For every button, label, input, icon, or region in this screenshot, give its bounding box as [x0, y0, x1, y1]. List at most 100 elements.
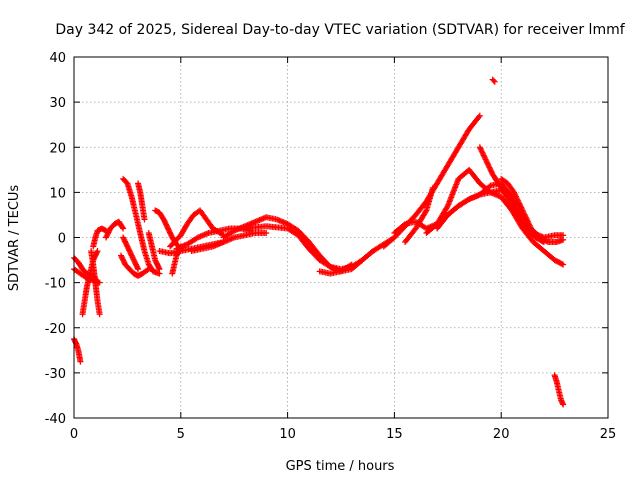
data-point [522, 214, 529, 221]
data-point [512, 193, 519, 200]
series-arc-28 [498, 175, 567, 246]
data-point [476, 112, 483, 119]
series-arc-8 [120, 234, 142, 273]
data-point [263, 229, 270, 236]
data-point [483, 159, 490, 166]
data-point [488, 168, 495, 175]
data-point [144, 266, 151, 273]
data-point [478, 146, 485, 153]
data-point [347, 262, 354, 269]
x-axis-title: GPS time / hours [286, 459, 395, 474]
data-point [512, 192, 519, 199]
y-tick-label: -30 [45, 367, 66, 382]
data-point [520, 210, 527, 217]
data-point [516, 201, 523, 208]
data-point [145, 266, 152, 273]
data-point [486, 164, 493, 171]
data-point [487, 165, 494, 172]
y-tick-label: 40 [49, 51, 66, 66]
data-point [481, 153, 488, 160]
axis-ticks: 0 5 10 15 20 25 -40 -30 -20 -10 0 10 20 30 40 [45, 51, 617, 442]
data-point [490, 77, 497, 84]
data-point [96, 311, 103, 318]
data-point [77, 358, 84, 365]
data-point [475, 113, 482, 120]
data-point [519, 207, 526, 214]
data-point [558, 260, 565, 267]
data-point [348, 261, 355, 268]
data-point [485, 163, 492, 170]
data-point [518, 204, 525, 211]
series-arc-29 [489, 76, 498, 85]
data-point [370, 248, 377, 255]
data-point [523, 215, 530, 222]
series-arc-11 [135, 180, 148, 223]
data-point [478, 148, 485, 155]
data-point [514, 196, 521, 203]
data-point [94, 248, 101, 255]
y-tick-label: -10 [45, 277, 66, 292]
data-point [513, 194, 520, 201]
data-point [526, 222, 533, 229]
x-tick-label: 10 [279, 427, 296, 442]
y-tick-label: 0 [58, 232, 66, 247]
data-point [514, 197, 521, 204]
data-point [120, 225, 127, 232]
data-point [543, 238, 550, 245]
data-point [479, 149, 486, 156]
data-point [484, 160, 491, 167]
data-point [560, 261, 567, 268]
data-point [560, 236, 567, 243]
data-point [525, 219, 532, 226]
data-point [487, 167, 494, 174]
y-tick-label: 20 [49, 141, 66, 156]
x-tick-label: 0 [70, 427, 78, 442]
series-arc-6 [71, 336, 84, 365]
x-tick-label: 5 [177, 427, 185, 442]
data-point [400, 221, 407, 228]
series-arc-21 [316, 261, 355, 277]
data-point [480, 151, 487, 158]
data-point [520, 208, 527, 215]
y-tick-label: -40 [45, 412, 66, 427]
series-arc-4 [88, 248, 103, 318]
data-point [141, 216, 148, 223]
series-arc-5 [90, 225, 110, 250]
data-point [524, 217, 531, 224]
data-point [485, 161, 492, 168]
x-tick-label: 20 [493, 427, 510, 442]
data-point [477, 145, 484, 152]
data-point [524, 218, 531, 225]
y-tick-label: 10 [49, 186, 66, 201]
series-arc-20 [241, 223, 377, 273]
data-point [480, 152, 487, 159]
data-point [482, 156, 489, 163]
data-point [518, 206, 525, 213]
data-point [517, 203, 524, 210]
y-tick-label: -20 [45, 322, 66, 337]
data-point [521, 211, 528, 218]
data-point [511, 189, 518, 196]
series-arc-30 [551, 372, 567, 408]
data-point [560, 401, 567, 408]
x-tick-label: 25 [600, 427, 617, 442]
data-point [368, 249, 375, 256]
data-point [486, 183, 493, 190]
data-point [483, 157, 490, 164]
series-arc-9 [120, 175, 163, 277]
x-tick-label: 15 [386, 427, 403, 442]
series-arc-7 [103, 218, 127, 241]
data-point [522, 212, 529, 219]
series-arc-17 [173, 225, 255, 252]
series-arc-10 [117, 252, 152, 279]
series-arc-12 [145, 229, 163, 273]
series-arc-24 [402, 184, 436, 246]
data-point [135, 266, 142, 273]
data-point [444, 204, 451, 211]
series-arc-18 [188, 229, 270, 255]
data-point [422, 208, 429, 215]
data-point [526, 221, 533, 228]
data-point [491, 78, 498, 85]
data-point [119, 224, 126, 231]
